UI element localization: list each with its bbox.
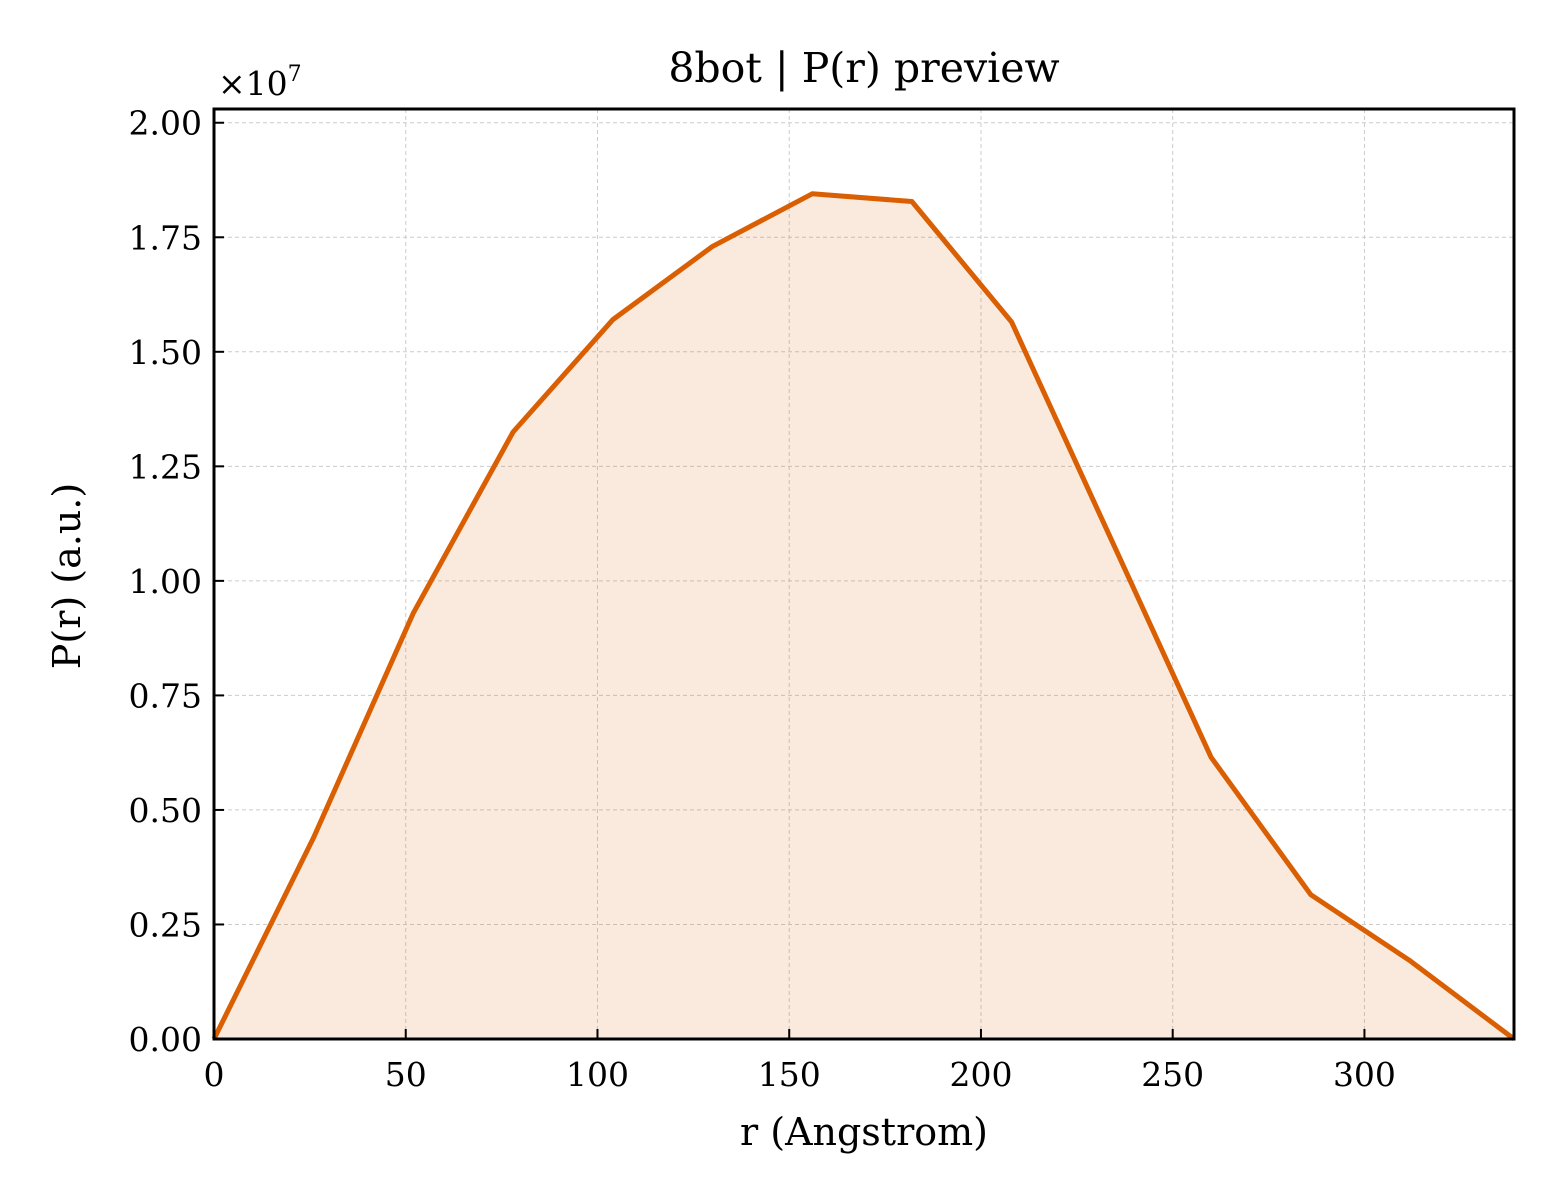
y-offset-exponent: 7: [288, 62, 302, 87]
y-offset-label: ×107: [218, 62, 302, 103]
x-tick-label: 0: [204, 1055, 225, 1094]
x-axis-label: r (Angstrom): [740, 1110, 988, 1154]
x-tick-label: 150: [758, 1055, 821, 1094]
y-tick-label: 1.50: [129, 333, 202, 372]
y-tick-label: 2.00: [129, 104, 202, 143]
x-tick-label: 250: [1141, 1055, 1204, 1094]
y-tick-label: 0.25: [129, 905, 202, 944]
x-tick-label: 300: [1333, 1055, 1396, 1094]
y-tick-label: 0.50: [129, 791, 202, 830]
chart-title: 8bot | P(r) preview: [668, 44, 1059, 92]
y-tick-label: 0.00: [129, 1020, 202, 1059]
y-tick-label: 1.75: [129, 218, 202, 257]
grid: [213, 109, 1514, 1040]
x-tick-label: 200: [949, 1055, 1012, 1094]
y-tick-label: 0.75: [129, 676, 202, 715]
series-area-fill: [214, 193, 1514, 1040]
series-line: [211, 191, 1516, 1041]
x-tick-label: 100: [566, 1055, 629, 1094]
y-tick-label: 1.25: [129, 447, 202, 486]
y-tick-label: 1.00: [129, 562, 202, 601]
y-axis-label: P(r) (a.u.): [45, 483, 89, 669]
x-tick-label: 50: [385, 1055, 427, 1094]
axis-ticks: 0 50 100 150 200 250 300 0.00 0.25 0.50 0.75 1.00 1.…: [129, 104, 1396, 1094]
plot-frame: [212, 107, 1516, 1041]
